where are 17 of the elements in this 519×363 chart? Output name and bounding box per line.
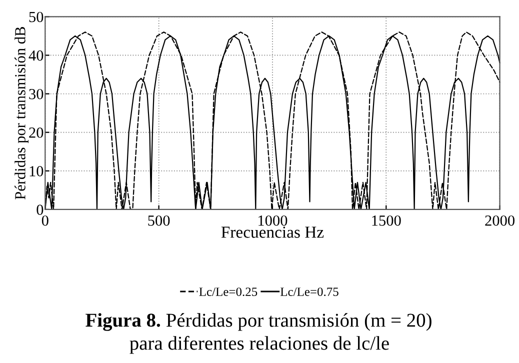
x-tick-label: 2000 <box>485 215 514 226</box>
x-tick-label: 1000 <box>258 215 288 226</box>
text: Pérdidas por transmisión (m = 20) <box>166 313 432 331</box>
y-tick-label: 30 <box>29 88 44 100</box>
x-tick-label: 1500 <box>372 215 401 226</box>
y-tick-label: 0 <box>36 204 44 215</box>
y-axis-title: Pérdidas por transmisión dB <box>14 27 28 200</box>
y-tick-label: 40 <box>28 50 44 61</box>
y-tick-label: 10 <box>30 166 44 176</box>
text: Figura 8. <box>86 313 160 331</box>
text: para diferentes relaciones de lc/le <box>130 336 389 354</box>
legend-label: Lc/Le=0.75 <box>280 288 338 296</box>
legend-label: Lc/Le=0.25 <box>199 288 258 296</box>
y-tick-label: 20 <box>29 127 44 138</box>
x-tick-label: 500 <box>148 215 170 226</box>
y-tick-label: 50 <box>29 12 44 22</box>
x-axis-title: Frecuencias Hz <box>221 226 324 238</box>
